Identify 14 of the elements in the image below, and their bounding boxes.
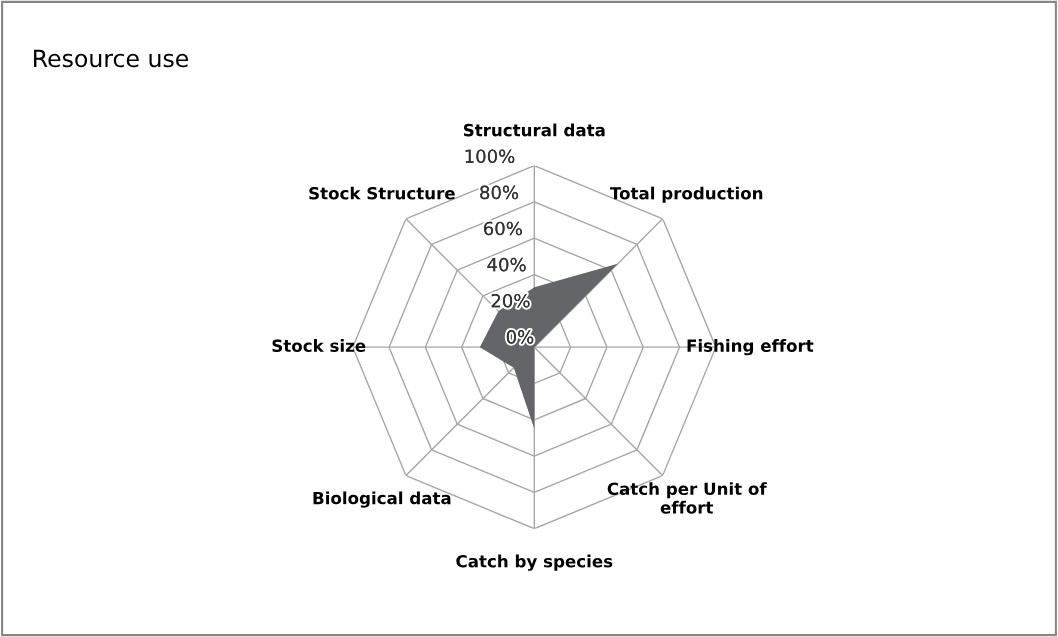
spoke-label: Fishing effort xyxy=(687,339,814,356)
spoke-label: Structural data xyxy=(463,123,605,137)
spoke-label: Biological data xyxy=(313,491,451,508)
y-tick-label: 40% xyxy=(487,257,526,272)
spoke-label: Stock size xyxy=(272,339,366,352)
spoke-label: Total production xyxy=(610,186,763,203)
spoke-label: Catch per Unit of effort xyxy=(607,482,767,514)
spoke-label: Stock Structure xyxy=(309,186,455,200)
chart-title: Resource use xyxy=(34,49,189,68)
y-tick-label: 80% xyxy=(480,185,519,200)
y-tick-label: 60% xyxy=(484,221,522,236)
spoke-label: Catch by species xyxy=(456,554,613,571)
y-tick-label: 0% xyxy=(506,330,534,344)
y-tick-label: 100% xyxy=(465,149,515,164)
